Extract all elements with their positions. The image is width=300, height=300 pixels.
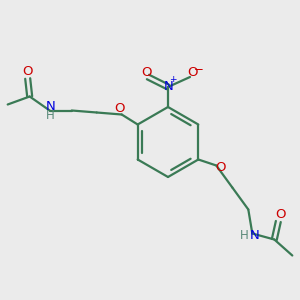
Text: O: O — [114, 102, 125, 115]
Text: O: O — [22, 65, 33, 78]
Text: N: N — [46, 100, 56, 113]
Text: O: O — [275, 208, 286, 221]
Text: −: − — [194, 62, 204, 76]
Text: H: H — [240, 229, 249, 242]
Text: N: N — [164, 80, 174, 92]
Text: N: N — [249, 229, 259, 242]
Text: O: O — [142, 67, 152, 80]
Text: H: H — [46, 109, 55, 122]
Text: +: + — [169, 76, 177, 85]
Text: O: O — [187, 67, 197, 80]
Text: O: O — [215, 161, 226, 174]
